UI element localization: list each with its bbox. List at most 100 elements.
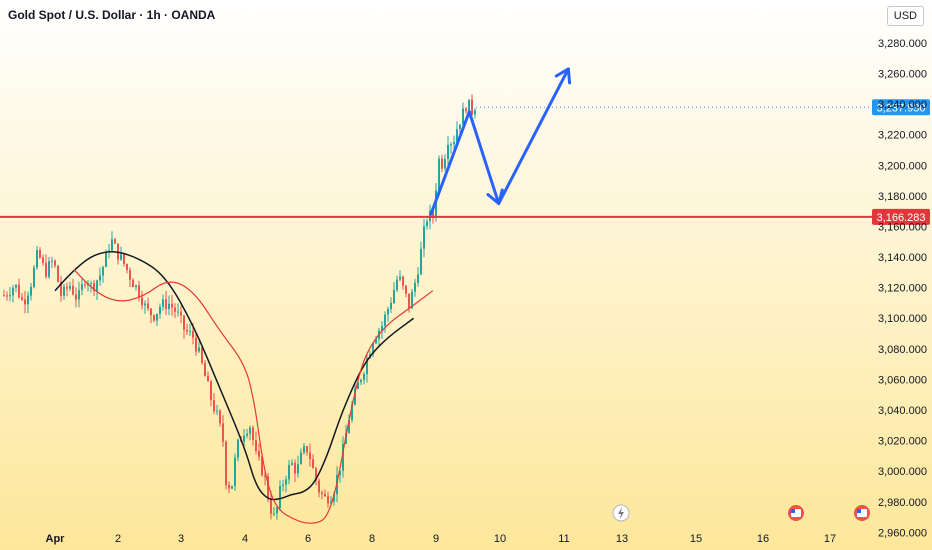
x-tick-label: 10 [494, 533, 506, 545]
candle-body [330, 501, 332, 504]
y-tick-label: 3,080.000 [878, 344, 927, 356]
candle-body [396, 279, 398, 291]
candle-body [66, 286, 68, 289]
x-tick-label: 4 [242, 533, 248, 545]
candle-body [261, 456, 263, 476]
event-icons-layer [612, 504, 870, 522]
candle-body [309, 452, 311, 460]
candle-body [126, 264, 128, 271]
y-tick-label: 3,140.000 [878, 252, 927, 264]
x-tick-label: 9 [433, 533, 439, 545]
candle-body [384, 314, 386, 326]
candle-body [48, 261, 50, 277]
candle-body [342, 443, 344, 471]
candle-body [315, 468, 317, 481]
x-tick-label: 8 [369, 533, 375, 545]
candle-body [450, 144, 452, 146]
candle-body [171, 303, 173, 308]
ema-slow-line [54, 251, 415, 501]
candle-body [150, 308, 152, 316]
candle-body [24, 299, 26, 305]
flag-canton [791, 509, 795, 513]
candle-body [141, 297, 143, 306]
candle-body [231, 485, 233, 489]
candle-body [321, 492, 323, 494]
flag-canton [857, 509, 861, 513]
candle-body [186, 329, 188, 332]
candle-body [123, 254, 125, 265]
candle-body [96, 280, 98, 291]
x-tick-label: 3 [178, 533, 184, 545]
candle-body [444, 159, 446, 169]
y-tick-label: 3,200.000 [878, 160, 927, 172]
y-tick-label: 2,980.000 [878, 497, 927, 509]
candle-body [333, 494, 335, 502]
candle-body [81, 284, 83, 291]
candle-body [114, 239, 116, 244]
candle-body [111, 239, 113, 251]
candle-body [426, 221, 428, 227]
y-tick-label: 3,060.000 [878, 374, 927, 386]
candle-body [441, 158, 443, 169]
candle-body [405, 285, 407, 294]
candle-body [249, 427, 251, 434]
candle-body [387, 309, 389, 315]
candle-body [237, 439, 239, 458]
candle-body [423, 226, 425, 249]
candle-body [15, 284, 17, 288]
candle-body [9, 295, 11, 297]
candle-body [381, 325, 383, 331]
candle-body [291, 462, 293, 465]
candle-body [432, 210, 434, 217]
candle-body [279, 485, 281, 508]
currency-selector[interactable]: USD [886, 6, 924, 26]
candle-body [156, 313, 158, 321]
y-tick-label: 3,100.000 [878, 313, 927, 325]
candle-body [324, 493, 326, 497]
candle-body [462, 108, 464, 125]
x-tick-label: 6 [305, 533, 311, 545]
candle-body [294, 462, 296, 474]
candle-body [276, 507, 278, 514]
candle-body [168, 303, 170, 310]
candle-body [246, 433, 248, 436]
candle-body [282, 484, 284, 486]
candle-body [69, 285, 71, 289]
x-axis: Apr 2 3 4 6 8 9 10 11 13 15 16 17 [46, 533, 837, 545]
support-price-label: 3,166.283 [877, 212, 926, 224]
y-tick-label: 3,040.000 [878, 405, 927, 417]
candle-body [252, 427, 254, 441]
y-tick-label: 2,960.000 [878, 527, 927, 539]
candle-body [132, 279, 134, 288]
indicator-lines-layer [54, 251, 434, 524]
candle-body [219, 410, 221, 424]
candle-body [183, 315, 185, 330]
candle-body [153, 315, 155, 321]
candle-body [408, 293, 410, 309]
candle-body [27, 295, 29, 305]
candle-body [363, 374, 365, 380]
candle-body [474, 110, 476, 115]
candle-body [45, 262, 47, 277]
candle-body [357, 382, 359, 389]
candle-body [159, 306, 161, 314]
candle-body [120, 254, 122, 260]
candle-body [354, 388, 356, 405]
y-tick-label: 3,120.000 [878, 283, 927, 295]
candle-body [390, 302, 392, 310]
x-tick-label: 13 [616, 533, 628, 545]
candle-body [267, 476, 269, 500]
candle-body [222, 423, 224, 442]
candle-body [78, 290, 80, 300]
candle-body [297, 464, 299, 474]
candle-body [366, 358, 368, 375]
candle-body [285, 479, 287, 485]
candle-body [42, 257, 44, 263]
candle-body [102, 266, 104, 276]
candle-body [162, 299, 164, 307]
candle-body [210, 381, 212, 401]
candle-body [255, 440, 257, 451]
